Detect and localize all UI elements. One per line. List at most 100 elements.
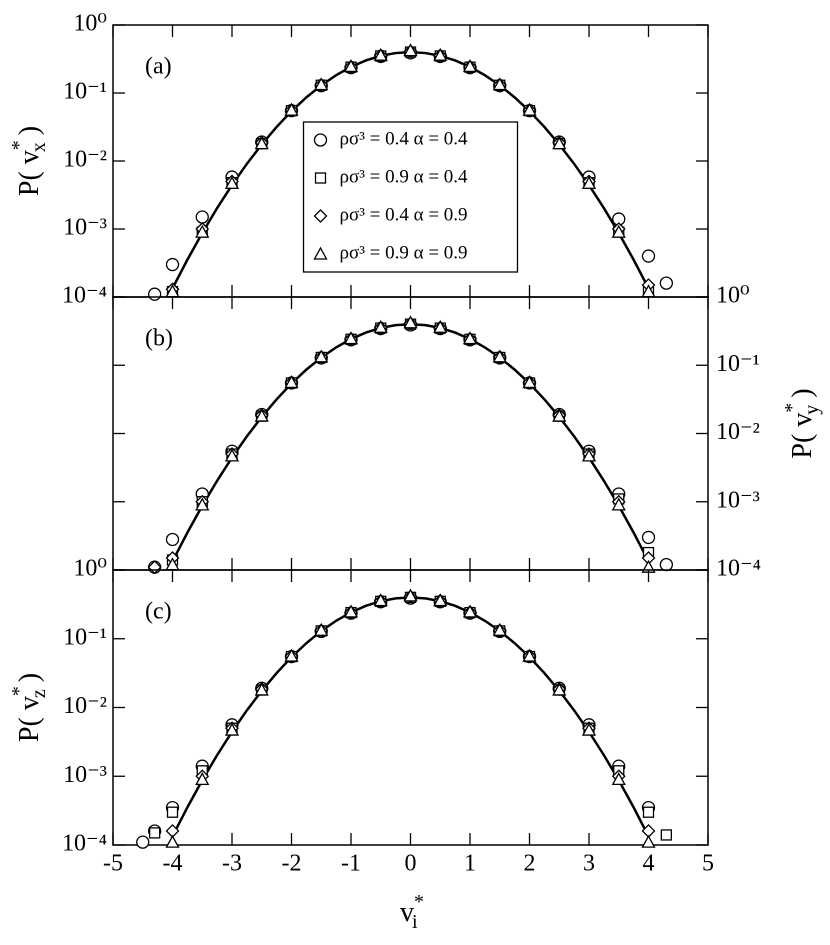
legend-marker xyxy=(313,209,328,223)
x-tick-label: 4 xyxy=(643,851,655,877)
marker-circle xyxy=(165,257,180,272)
panel-label: (b) xyxy=(145,326,173,352)
axis-label-sup: * xyxy=(414,891,424,913)
axis-label-sub: y xyxy=(801,405,823,415)
marker-triangle xyxy=(641,834,656,848)
x-tick-label: -4 xyxy=(163,851,183,877)
y-tick-label: 10⁻¹ xyxy=(63,79,107,105)
marker-triangle xyxy=(403,588,418,602)
legend-box xyxy=(302,121,519,273)
marker-triangle xyxy=(165,834,180,848)
marker-triangle xyxy=(224,175,240,189)
marker-triangle xyxy=(492,349,507,363)
x-tick-label: 1 xyxy=(464,851,476,877)
marker-triangle xyxy=(522,375,537,389)
axis-label-sup: * xyxy=(781,403,803,413)
marker-triangle xyxy=(492,77,507,91)
legend-marker xyxy=(313,246,328,260)
marker-circle xyxy=(165,532,180,547)
marker-triangle xyxy=(492,622,507,636)
x-tick-label: 0 xyxy=(405,851,417,877)
marker-triangle xyxy=(522,648,537,662)
legend: ρσ³ = 0.4 α = 0.4 ρσ³ = 0.9 α = 0.4 ρσ³ = … xyxy=(302,121,519,273)
marker-diamond xyxy=(147,560,162,575)
x-tick-label: 3 xyxy=(583,851,595,877)
marker-triangle xyxy=(195,772,210,786)
x-tick-label: 5 xyxy=(702,851,714,877)
axis-label-sup: * xyxy=(8,686,30,696)
y-tick-label: 10⁻⁴ xyxy=(716,556,761,582)
marker-triangle xyxy=(224,722,240,736)
marker-triangle xyxy=(343,604,359,618)
plot-frame xyxy=(112,569,709,846)
marker-circle xyxy=(136,835,150,849)
legend-label: ρσ³ = 0.9 α = 0.4 xyxy=(340,166,469,187)
y-tick-label: 10⁰ xyxy=(73,556,107,582)
marker-triangle xyxy=(373,319,388,333)
y-tick-label: 10⁻³ xyxy=(63,215,107,241)
marker-triangle xyxy=(433,319,448,333)
legend-label: ρσ³ = 0.4 α = 0.9 xyxy=(340,204,468,225)
marker-triangle xyxy=(433,47,448,61)
y-tick-label: 10⁻² xyxy=(716,419,760,445)
axis-label-end: ) xyxy=(787,388,818,404)
marker-triangle xyxy=(552,408,567,422)
x-tick-label: -1 xyxy=(341,851,361,877)
marker-triangle xyxy=(581,448,597,462)
y-tick-label: 10⁻² xyxy=(63,693,107,719)
marker-square xyxy=(642,806,655,818)
marker-triangle xyxy=(284,102,299,116)
y-tick-label: 10⁻¹ xyxy=(716,351,760,377)
marker-triangle xyxy=(254,682,269,696)
x-tick-label: -3 xyxy=(222,851,242,877)
marker-triangle xyxy=(314,77,329,91)
axis-label-main: P( v xyxy=(14,696,45,742)
marker-triangle xyxy=(403,43,418,57)
marker-triangle xyxy=(314,622,329,636)
marker-circle xyxy=(195,210,209,224)
plot-frame xyxy=(112,296,709,571)
marker-triangle xyxy=(552,682,567,696)
marker-triangle xyxy=(254,408,269,422)
legend-label: ρσ³ = 0.9 α = 0.9 xyxy=(340,242,468,263)
x-tick-label: 2 xyxy=(524,851,536,877)
marker-triangle xyxy=(254,136,269,150)
fit-curve xyxy=(171,322,650,562)
marker-triangle xyxy=(343,331,359,345)
marker-circle xyxy=(147,287,162,301)
x-tick-label: -2 xyxy=(282,851,302,877)
marker-triangle xyxy=(284,648,299,662)
axis-label-sup: * xyxy=(8,140,30,150)
marker-triangle xyxy=(611,497,626,511)
marker-triangle xyxy=(462,59,478,73)
axis-label-main: v xyxy=(400,897,414,928)
marker-triangle xyxy=(373,47,388,61)
marker-triangle xyxy=(195,224,210,238)
marker-triangle xyxy=(433,593,448,607)
y-tick-label: 10⁻³ xyxy=(716,487,760,513)
marker-triangle xyxy=(284,375,299,389)
axis-label: P( v*z ) xyxy=(8,673,50,742)
axis-label: v* i xyxy=(400,891,424,933)
marker-triangle xyxy=(611,772,626,786)
panel-label: (c) xyxy=(145,599,172,625)
axis-label-main: P( v xyxy=(14,150,45,196)
axis-label-sub: x xyxy=(28,142,50,152)
marker-triangle xyxy=(343,59,359,73)
marker-circle xyxy=(641,249,656,263)
y-tick-label: 10⁰ xyxy=(716,283,750,309)
marker-triangle xyxy=(611,224,626,238)
legend-marker xyxy=(314,172,327,184)
axis-label-end: ) xyxy=(14,673,45,689)
marker-square xyxy=(166,806,179,818)
axis-label-sub: i xyxy=(412,911,418,933)
x-tick-label: -5 xyxy=(103,851,123,877)
axis-label-main: P( v xyxy=(787,413,818,459)
axis-label: P( v*y ) xyxy=(781,388,823,458)
marker-triangle xyxy=(581,722,597,736)
legend-label: ρσ³ = 0.4 α = 0.4 xyxy=(340,128,469,149)
marker-circle xyxy=(641,530,656,545)
y-tick-label: 10⁻² xyxy=(63,147,107,173)
y-tick-label: 10⁰ xyxy=(73,11,107,37)
